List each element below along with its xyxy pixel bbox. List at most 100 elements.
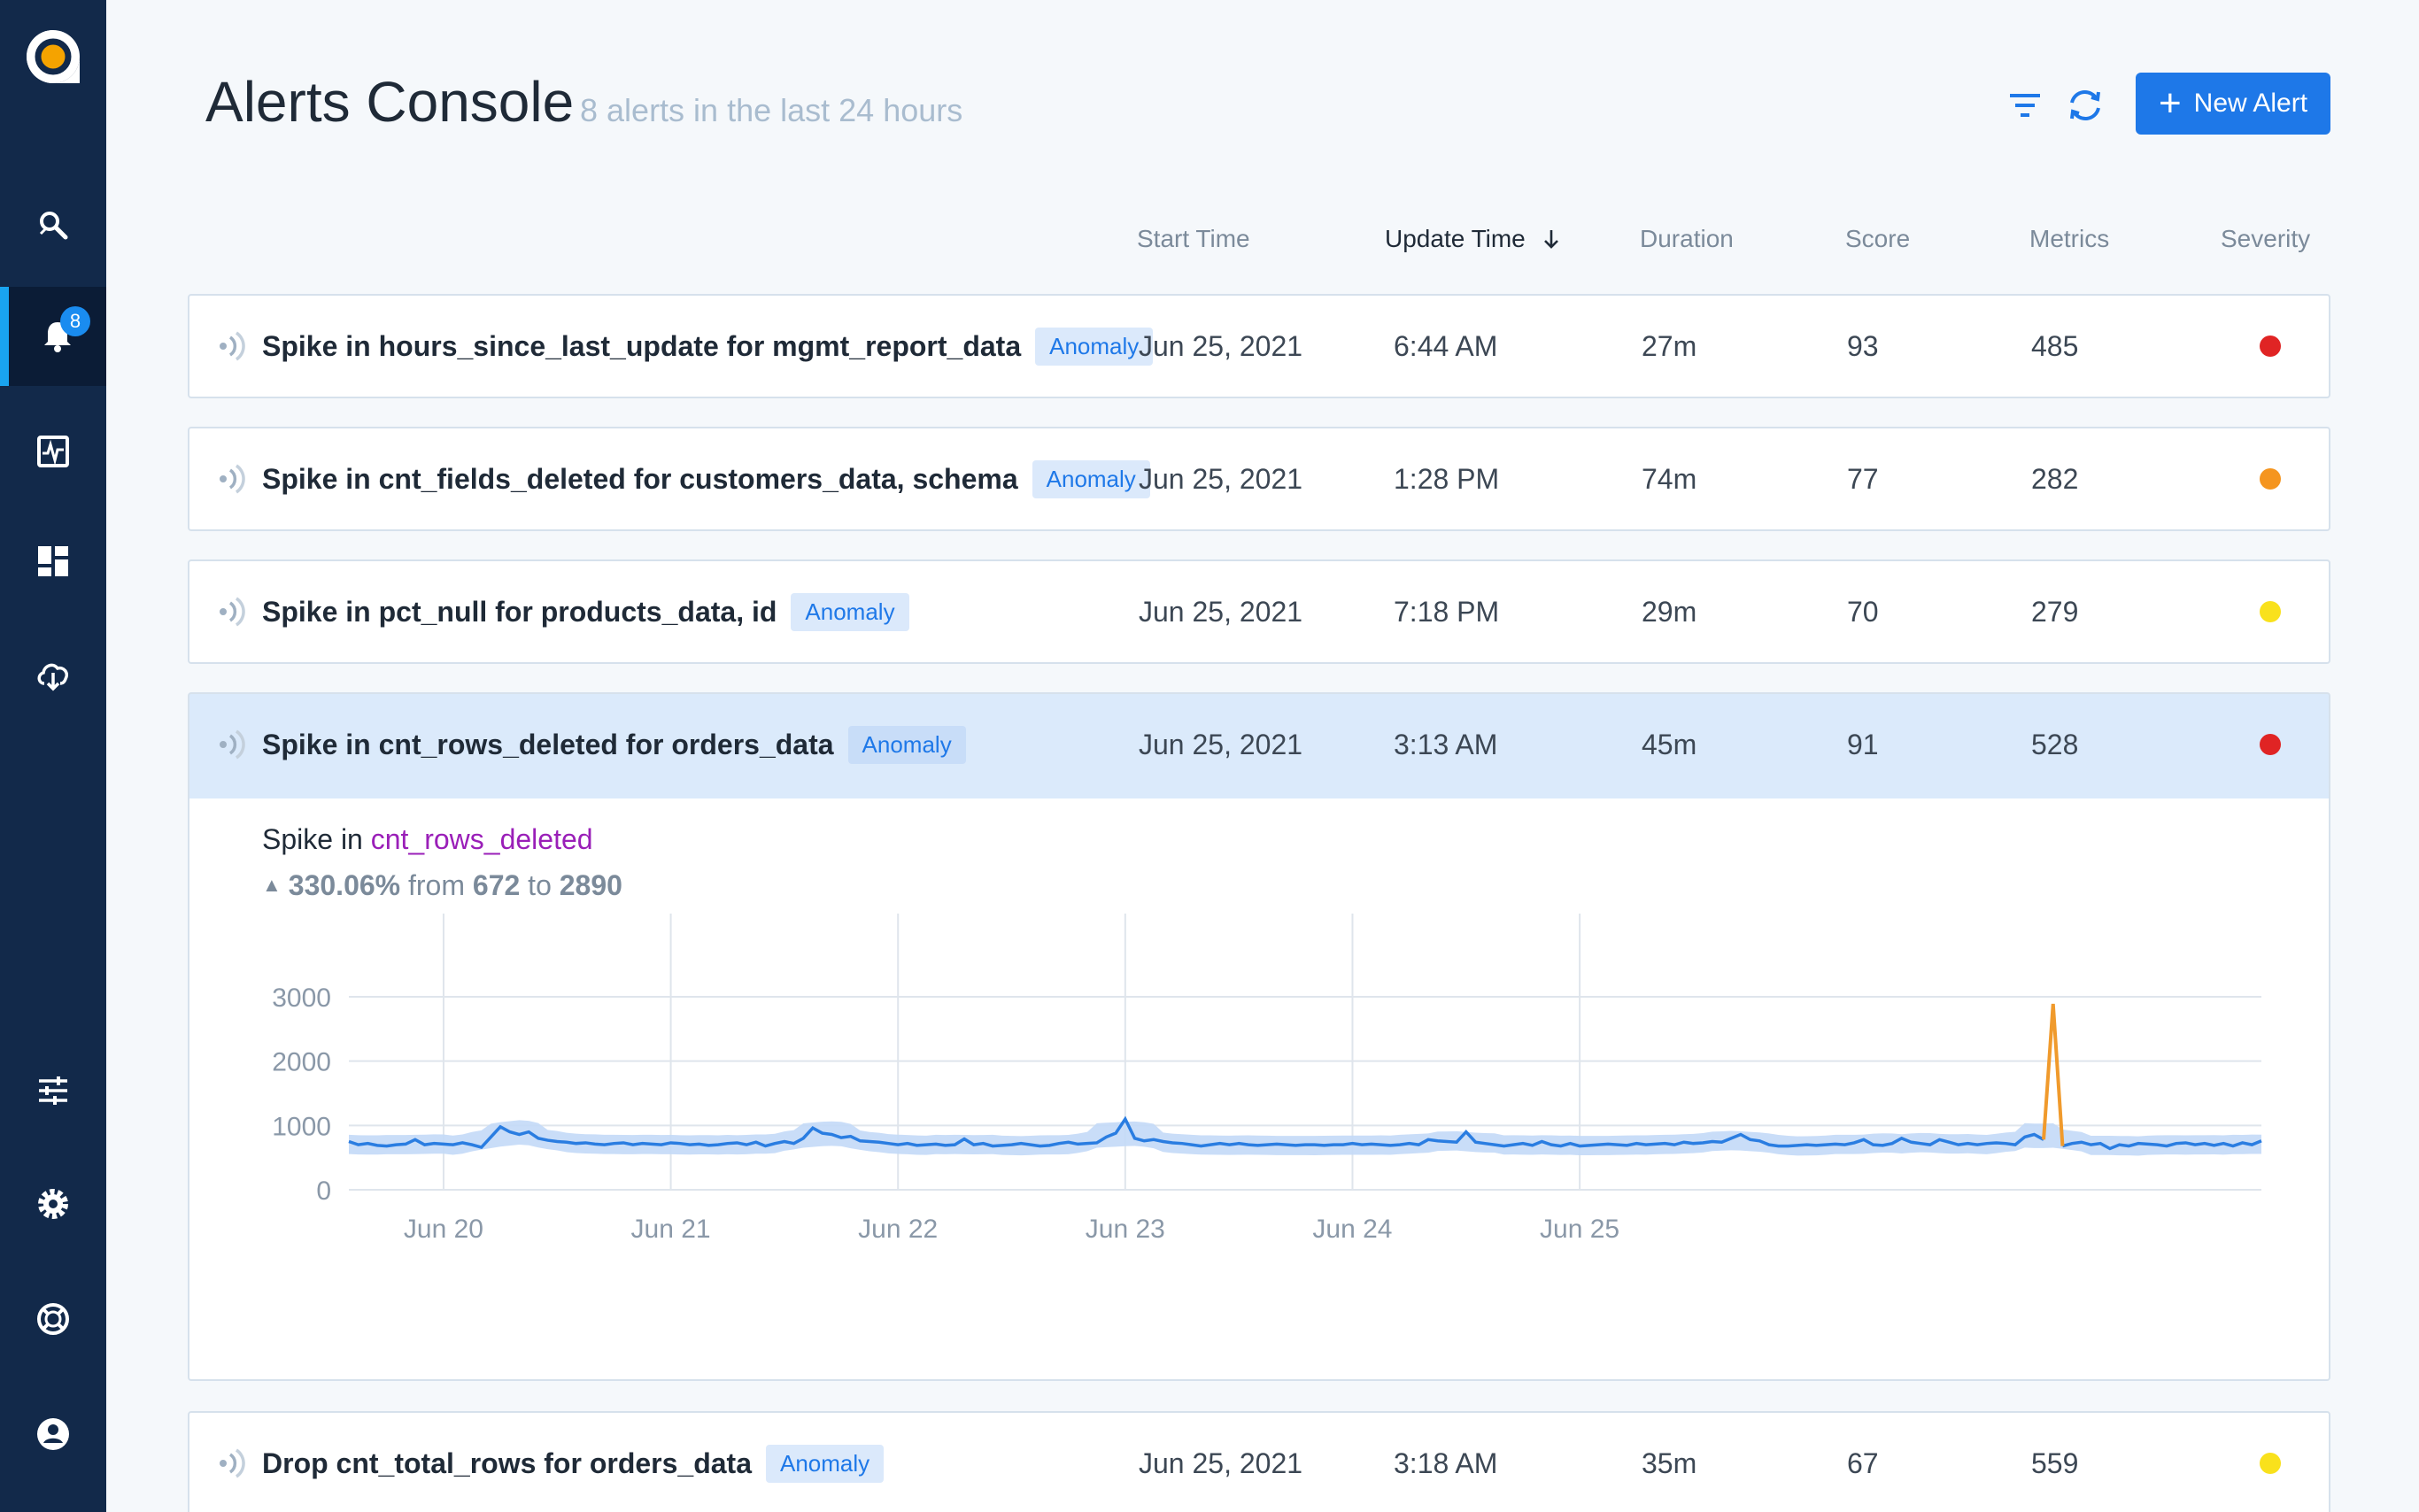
alert-title: Spike in pct_null for products_data, id [262,595,777,628]
column-update-time-label: Update Time [1385,225,1526,252]
sidebar-item-alerts[interactable]: 8 [0,287,106,386]
alert-title: Spike in hours_since_last_update for mgm… [262,329,1022,362]
alert-metrics: 279 [2031,595,2079,628]
detail-from-value: 672 [472,869,521,901]
alert-metrics: 282 [2031,462,2079,495]
alert-row[interactable]: Spike in cnt_rows_deleted for orders_dat… [188,692,2330,798]
severity-indicator [2260,468,2281,490]
alert-update-time: 6:44 AM [1394,329,1498,362]
column-severity[interactable]: Severity [2221,225,2311,252]
sidebar-item-profile[interactable] [0,1385,106,1484]
alert-metrics: 559 [2031,1446,2079,1479]
severity-indicator [2260,734,2281,755]
alert-metrics: 485 [2031,329,2079,362]
alert-score: 91 [1847,728,1879,760]
alert-type-tag: Anomaly [766,1444,885,1483]
x-tick-label: Jun 22 [858,1215,938,1244]
x-tick-label: Jun 21 [631,1215,711,1244]
sidebar: 8 [0,0,106,1512]
alert-duration: 45m [1642,728,1697,760]
alert-update-time: 1:28 PM [1394,462,1500,495]
alert-update-time: 3:18 AM [1394,1446,1498,1479]
alert-name: Spike in pct_null for products_data, id … [262,561,909,662]
signal-icon [220,729,245,760]
alert-detail-panel: Spike in cnt_rows_deleted ▲ 330.06% from … [188,798,2330,1381]
sidebar-item-help[interactable] [0,1269,106,1369]
y-tick-label: 0 [316,1176,331,1206]
alert-start-time: Jun 25, 2021 [1139,595,1303,628]
column-duration[interactable]: Duration [1640,225,1734,252]
alert-name: Spike in hours_since_last_update for mgm… [262,296,1154,397]
detail-to-label: to [528,869,552,901]
column-update-time[interactable]: Update Time [1385,225,1563,253]
detail-from-label: from [408,869,465,901]
detail-heading: Spike in cnt_rows_deleted [262,823,593,856]
sidebar-item-data-sources[interactable] [0,625,106,724]
increase-triangle-icon: ▲ [262,874,282,896]
alert-duration: 35m [1642,1446,1697,1479]
alert-title: Spike in cnt_rows_deleted for orders_dat… [262,728,834,760]
alert-duration: 27m [1642,329,1697,362]
column-score[interactable]: Score [1845,225,1911,252]
sidebar-item-settings[interactable] [0,1154,106,1254]
alert-start-time: Jun 25, 2021 [1139,1446,1303,1479]
alert-title: Spike in cnt_fields_deleted for customer… [262,462,1018,495]
detail-metric-link[interactable]: cnt_rows_deleted [370,823,593,855]
series-line [2061,1139,2262,1151]
alert-score: 70 [1847,595,1879,628]
alert-type-tag: Anomaly [791,592,909,631]
alert-count-badge: 8 [60,306,90,336]
refresh-icon[interactable] [2065,85,2106,126]
help-icon [37,1303,69,1335]
x-tick-label: Jun 20 [404,1215,483,1244]
plus-icon: + [2158,81,2182,125]
alert-row[interactable]: Spike in pct_null for products_data, id … [188,559,2330,664]
signal-icon [220,1448,245,1478]
signal-icon [220,597,245,627]
alert-name: Drop cnt_total_rows for orders_data Anom… [262,1413,885,1512]
x-tick-label: Jun 25 [1540,1215,1619,1244]
sidebar-item-explore[interactable] [0,175,106,274]
y-tick-label: 1000 [272,1112,331,1141]
signal-icon [220,331,245,361]
detail-prefix: Spike in [262,823,363,855]
new-alert-button[interactable]: + New Alert [2136,73,2330,135]
alert-type-tag: Anomaly [847,725,966,764]
sidebar-item-dashboard[interactable] [0,512,106,611]
detail-to-value: 2890 [559,869,622,901]
page-title: Alerts Console [205,70,575,134]
column-metrics[interactable]: Metrics [2029,225,2110,252]
sliders-icon [39,1076,67,1105]
alert-start-time: Jun 25, 2021 [1139,462,1303,495]
monitor-icon [37,436,69,467]
detail-change: ▲ 330.06% from 672 to 2890 [262,869,622,902]
column-start-time[interactable]: Start Time [1137,225,1250,252]
alert-duration: 29m [1642,595,1697,628]
app-logo-icon[interactable] [25,28,81,85]
alert-row[interactable]: Spike in hours_since_last_update for mgm… [188,294,2330,398]
alert-start-time: Jun 25, 2021 [1139,728,1303,760]
alert-title: Drop cnt_total_rows for orders_data [262,1446,752,1479]
anomaly-spike-line[interactable] [2042,1003,2065,1146]
alert-score: 67 [1847,1446,1879,1479]
alert-type-tag: Anomaly [1032,459,1150,498]
series-line [348,1115,2044,1150]
alert-start-time: Jun 25, 2021 [1139,329,1303,362]
x-tick-label: Jun 24 [1312,1215,1392,1244]
alerts-summary: 8 alerts in the last 24 hours [580,92,963,128]
user-icon [37,1418,69,1450]
sidebar-item-monitor[interactable] [0,402,106,501]
new-alert-label: New Alert [2193,89,2308,118]
alert-row[interactable]: Drop cnt_total_rows for orders_data Anom… [188,1411,2330,1512]
filter-icon[interactable] [2005,85,2045,126]
alert-duration: 74m [1642,462,1697,495]
alert-row[interactable]: Spike in cnt_fields_deleted for customer… [188,427,2330,531]
sidebar-item-configure[interactable] [0,1041,106,1140]
severity-indicator [2260,601,2281,622]
x-tick-label: Jun 23 [1086,1215,1165,1244]
severity-indicator [2260,1453,2281,1474]
detail-change-pct: 330.06% [288,869,401,901]
gear-icon [38,1189,68,1219]
dashboard-icon [38,546,68,576]
metric-chart[interactable]: 0 1000 2000 3000 Jun 20 Jun 21 Jun 22 Jun 23 Jun… [189,914,2329,1374]
